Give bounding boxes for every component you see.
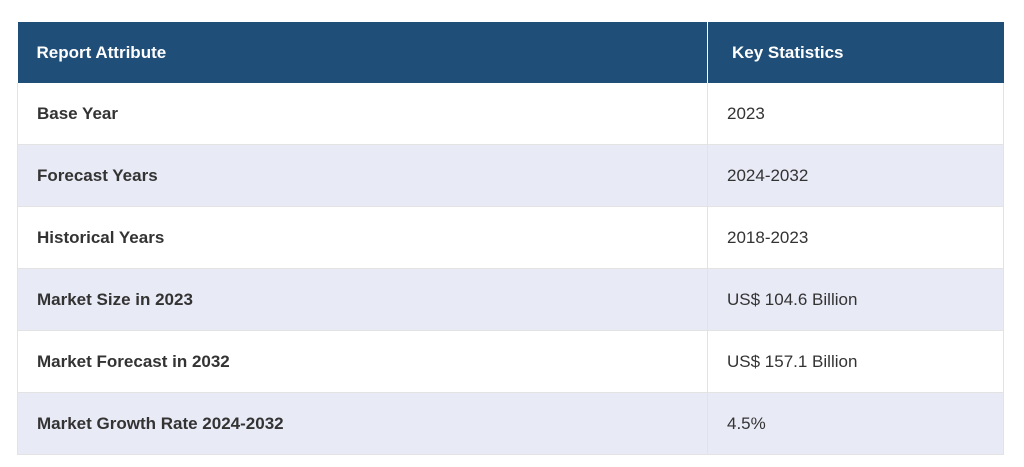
header-report-attribute: Report Attribute — [17, 22, 708, 83]
report-table-container: Report Attribute Key Statistics Base Yea… — [17, 22, 1004, 455]
table-row: Base Year 2023 — [17, 83, 1004, 145]
table-row: Market Size in 2023 US$ 104.6 Billion — [17, 268, 1004, 331]
table-row: Historical Years 2018-2023 — [17, 206, 1004, 269]
row-statistic-value: US$ 104.6 Billion — [707, 268, 1004, 331]
report-attributes-table: Report Attribute Key Statistics Base Yea… — [17, 22, 1004, 455]
header-key-statistics: Key Statistics — [707, 22, 1004, 83]
row-statistic-value: 2018-2023 — [707, 206, 1004, 269]
row-attribute-label: Market Growth Rate 2024-2032 — [17, 392, 708, 455]
table-row: Forecast Years 2024-2032 — [17, 144, 1004, 207]
table-row: Market Growth Rate 2024-2032 4.5% — [17, 392, 1004, 455]
row-attribute-label: Market Size in 2023 — [17, 268, 708, 331]
row-statistic-value: 4.5% — [707, 392, 1004, 455]
row-attribute-label: Market Forecast in 2032 — [17, 330, 708, 393]
row-attribute-label: Forecast Years — [17, 144, 708, 207]
row-statistic-value: US$ 157.1 Billion — [707, 330, 1004, 393]
row-attribute-label: Base Year — [17, 83, 708, 145]
row-attribute-label: Historical Years — [17, 206, 708, 269]
row-statistic-value: 2024-2032 — [707, 144, 1004, 207]
table-header-row: Report Attribute Key Statistics — [17, 22, 1004, 83]
row-statistic-value: 2023 — [707, 83, 1004, 145]
table-row: Market Forecast in 2032 US$ 157.1 Billio… — [17, 330, 1004, 393]
